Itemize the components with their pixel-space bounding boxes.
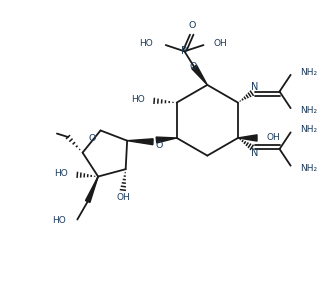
Polygon shape — [192, 65, 207, 85]
Text: HO: HO — [54, 169, 68, 178]
Text: O: O — [188, 21, 196, 30]
Text: NH₂: NH₂ — [300, 107, 318, 115]
Text: HO: HO — [139, 39, 153, 48]
Text: NH₂: NH₂ — [300, 125, 318, 134]
Polygon shape — [127, 139, 153, 145]
Text: O: O — [89, 133, 96, 143]
Polygon shape — [86, 176, 98, 202]
Text: HO: HO — [131, 95, 145, 104]
Text: O: O — [190, 62, 197, 71]
Text: OH: OH — [116, 193, 130, 202]
Text: OH: OH — [267, 133, 280, 142]
Text: O: O — [155, 141, 163, 150]
Text: N: N — [251, 148, 258, 158]
Text: NH₂: NH₂ — [300, 67, 318, 77]
Polygon shape — [156, 137, 177, 143]
Text: HO: HO — [52, 216, 66, 225]
Text: N: N — [251, 82, 258, 92]
Text: OH: OH — [213, 39, 227, 48]
Text: NH₂: NH₂ — [300, 164, 318, 173]
Polygon shape — [238, 135, 257, 141]
Text: P: P — [181, 46, 187, 56]
